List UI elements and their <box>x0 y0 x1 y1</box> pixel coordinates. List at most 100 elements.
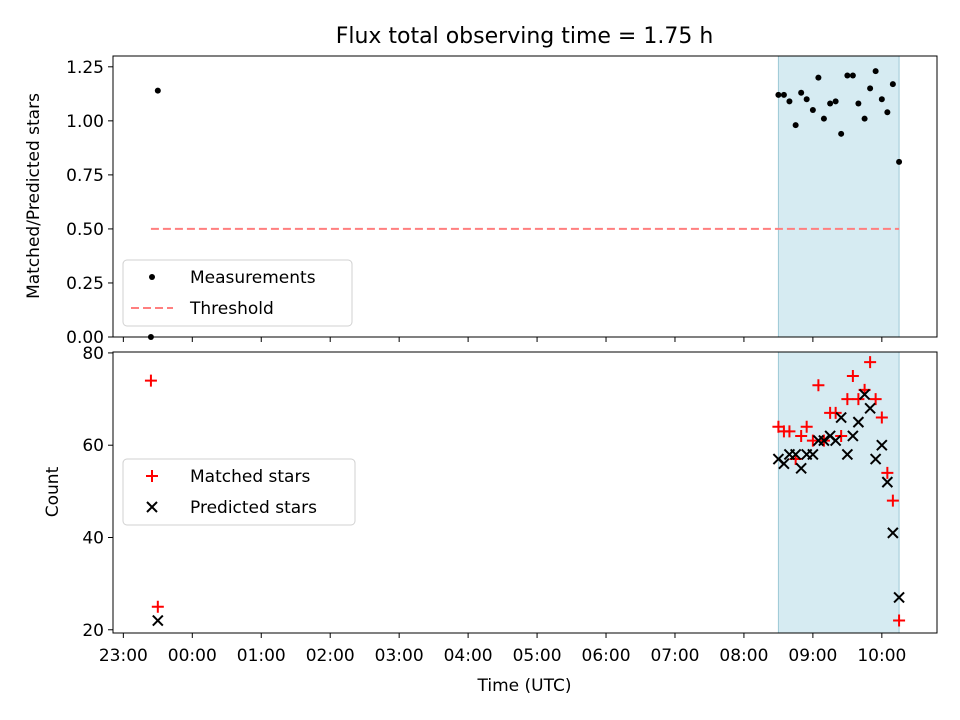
matched-star-point <box>806 434 819 447</box>
matched-star-point <box>144 374 157 387</box>
measurement-point <box>872 68 879 75</box>
top-panel: 0.00 0.25 0.50 0.75 1.00 1.25 Matched/Predict… <box>24 55 938 348</box>
predicted-star-point <box>893 591 905 604</box>
x-tick-label: 00:00 <box>168 646 217 666</box>
predicted-star-point <box>847 430 859 442</box>
top-panel-y-label: Matched/Predicted stars <box>24 93 44 299</box>
predicted-star-point <box>829 434 842 447</box>
measurement-point <box>861 115 868 122</box>
matched-star-point <box>151 600 164 613</box>
measurement-point <box>154 87 161 94</box>
y-tick-label: 60 <box>82 436 104 456</box>
measurement-point <box>838 130 845 137</box>
measurement-point <box>844 72 851 79</box>
predicted-star-point <box>869 453 882 465</box>
y-tick-label: 0.00 <box>66 328 104 348</box>
y-tick-label: 0.25 <box>66 274 104 294</box>
measurement-point <box>896 158 903 165</box>
measurement-points <box>147 68 903 340</box>
top-legend-box <box>122 259 353 327</box>
measurement-point <box>855 100 862 107</box>
x-tick-label: 02:00 <box>306 646 355 666</box>
matched-star-point <box>835 429 848 442</box>
bottom-panel-y-ticks: 20 40 60 80 <box>82 344 113 641</box>
bottom-panel-shaded-region <box>777 351 900 634</box>
predicted-star-point <box>795 462 807 474</box>
predicted-star-point <box>818 434 830 447</box>
legend-predicted-marker <box>146 501 158 513</box>
top-panel-x-ticks <box>122 337 883 342</box>
measurement-point <box>792 122 799 129</box>
measurement-point <box>798 89 805 96</box>
measurement-point <box>780 91 787 98</box>
predicted-star-point <box>789 448 802 461</box>
y-tick-label: 20 <box>82 621 104 641</box>
x-axis-label: Time (UTC) <box>477 676 572 696</box>
legend-matched-marker <box>146 470 158 482</box>
predicted-star-point <box>778 457 790 470</box>
predicted-star-point <box>807 448 819 461</box>
measurement-point <box>809 107 816 114</box>
predicted-star-point <box>858 388 871 401</box>
y-tick-label: 40 <box>82 528 104 548</box>
y-tick-label: 0.50 <box>66 220 104 240</box>
top-legend: Measurements Threshold <box>122 259 353 327</box>
legend-matched-label: Matched stars <box>190 467 310 487</box>
bottom-legend: Matched stars Predicted stars <box>122 458 356 526</box>
x-tick-label: 08:00 <box>719 646 768 666</box>
predicted-star-point <box>887 527 899 539</box>
matched-star-point <box>795 429 808 442</box>
x-tick-label: 23:00 <box>99 646 148 666</box>
measurement-point <box>803 96 810 103</box>
matched-star-point <box>846 369 859 382</box>
measurement-point <box>878 96 885 103</box>
matched-star-point <box>869 393 882 406</box>
x-tick-label: 09:00 <box>788 646 837 666</box>
top-panel-y-ticks: 0.00 0.25 0.50 0.75 1.00 1.25 <box>66 58 113 348</box>
predicted-star-point <box>152 614 164 627</box>
matched-star-point <box>812 379 825 392</box>
predicted-star-point <box>852 416 865 428</box>
bottom-panel-frame <box>112 351 938 634</box>
matched-star-point <box>783 425 796 438</box>
matched-star-point <box>852 393 865 406</box>
chart-title: Flux total observing time = 1.75 h <box>336 24 714 49</box>
top-panel-frame <box>112 55 938 338</box>
legend-predicted-label: Predicted stars <box>190 498 317 518</box>
y-tick-label: 1.00 <box>66 112 104 132</box>
x-tick-label: 06:00 <box>582 646 631 666</box>
matched-star-point <box>841 393 854 406</box>
predicted-star-point <box>881 476 894 488</box>
matched-star-point <box>881 466 894 479</box>
matched-star-point <box>886 494 899 507</box>
bottom-panel-y-label: Count <box>43 466 63 517</box>
matched-star-point <box>864 356 877 369</box>
measurement-point <box>867 85 874 92</box>
measurement-point <box>827 100 834 107</box>
x-tick-label: 03:00 <box>375 646 424 666</box>
x-tick-label: 04:00 <box>444 646 493 666</box>
bottom-legend-box <box>122 458 356 526</box>
matched-star-point <box>893 614 906 627</box>
measurement-point <box>815 74 822 81</box>
measurement-point <box>884 109 891 116</box>
x-tick-label: 10:00 <box>857 646 906 666</box>
matched-star-point <box>800 420 813 433</box>
y-tick-label: 1.25 <box>66 58 104 78</box>
predicted-stars-points <box>152 388 905 627</box>
matched-star-point <box>875 411 888 424</box>
measurement-point <box>820 115 827 122</box>
measurement-point <box>889 81 896 88</box>
measurement-point <box>849 72 856 79</box>
predicted-star-point <box>864 402 876 414</box>
y-tick-label: 0.75 <box>66 166 104 186</box>
legend-measurements-marker <box>149 274 155 280</box>
measurement-point <box>775 91 782 98</box>
matched-star-point <box>829 406 842 419</box>
x-tick-label: 05:00 <box>513 646 562 666</box>
legend-measurements-label: Measurements <box>190 268 316 288</box>
x-tick-label: 01:00 <box>237 646 286 666</box>
predicted-star-point <box>876 439 888 451</box>
predicted-star-point <box>841 448 854 461</box>
